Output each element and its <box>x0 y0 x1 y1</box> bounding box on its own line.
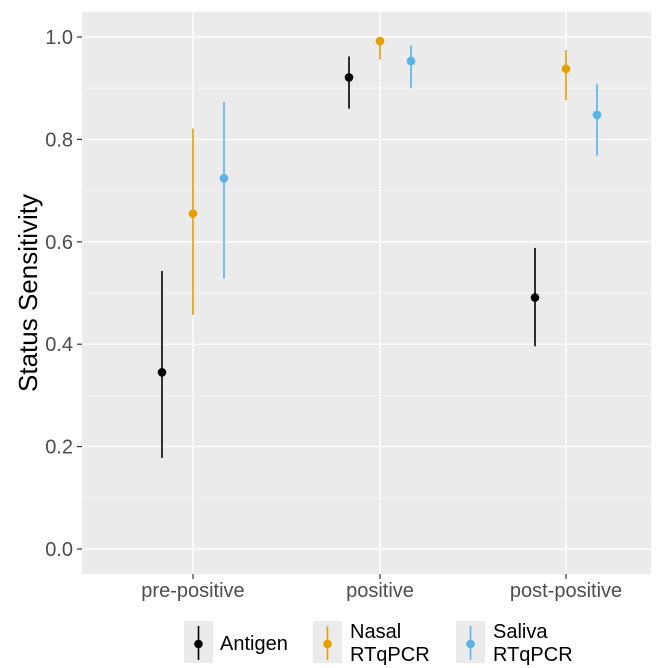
y-tick-label: 1.0 <box>45 27 73 49</box>
y-tick-label: 0.0 <box>45 539 73 561</box>
y-tick-label: 0.8 <box>45 129 73 151</box>
data-point <box>561 64 571 74</box>
data-marks <box>157 36 602 458</box>
legend-key-point <box>466 639 475 649</box>
data-point <box>375 36 385 46</box>
data-point <box>592 110 602 120</box>
y-tick-label: 0.4 <box>45 334 73 356</box>
x-tick-label: positive <box>346 580 414 602</box>
data-point <box>530 293 540 302</box>
y-tick-label: 0.6 <box>45 232 73 254</box>
major-gridlines <box>82 12 651 574</box>
legend-label: Nasal <box>350 621 401 643</box>
y-axis: 0.0 0.2 0.4 0.6 0.8 1.0 <box>45 27 82 561</box>
minor-gridlines <box>82 87 651 499</box>
y-axis-title: Status Sensitivity <box>13 194 43 392</box>
legend-label: Saliva <box>493 621 548 643</box>
data-point <box>406 56 416 66</box>
x-axis: pre-positive positive post-positive <box>141 574 622 602</box>
legend-key-point <box>323 639 332 649</box>
legend-label: Antigen <box>220 633 288 655</box>
x-tick-label: pre-positive <box>141 580 244 602</box>
legend-key-point <box>194 639 203 649</box>
data-point <box>188 209 198 218</box>
x-tick-label: post-positive <box>510 580 622 602</box>
data-point <box>344 73 354 82</box>
legend-label: RTqPCR <box>350 644 430 666</box>
y-tick-label: 0.2 <box>45 437 73 459</box>
data-point <box>157 368 167 377</box>
data-point <box>219 174 229 183</box>
legend-label: RTqPCR <box>493 644 573 666</box>
